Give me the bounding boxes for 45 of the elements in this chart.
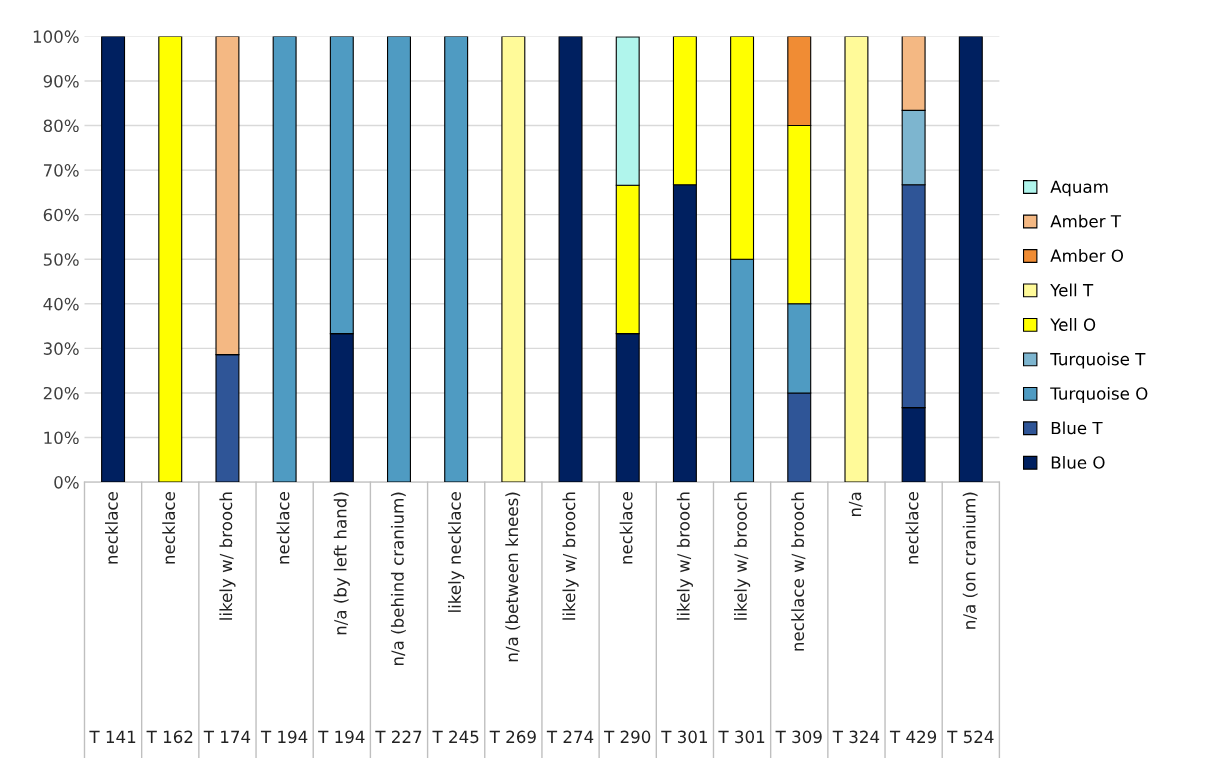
legend-label: Amber T: [1050, 214, 1122, 228]
bar: [558, 36, 583, 483]
category-label: n/a (on cranium) T 524: [947, 492, 994, 744]
y-tick-label: 40%: [43, 297, 79, 311]
y-tick-label: 100%: [33, 30, 79, 43]
legend-label: Yell O: [1050, 318, 1096, 331]
bar: [101, 36, 126, 483]
y-tick-label: 80%: [43, 119, 79, 133]
category-label: necklace T 194: [260, 492, 308, 744]
y-tick-label: 30%: [43, 342, 79, 355]
legend-label: Amber O: [1050, 249, 1124, 262]
legend-label: Turquoise T: [1050, 352, 1146, 369]
category-label: n/a (by left hand) T 194: [318, 492, 365, 744]
category-label: likely w/ brooch T 174: [203, 492, 251, 743]
category-label: likely necklace T 245: [432, 492, 479, 744]
y-tick-label: 90%: [43, 74, 79, 88]
legend-label: Aquam: [1050, 180, 1108, 197]
bar: [272, 36, 297, 483]
category-label: likely w/ brooch T 274: [546, 492, 594, 743]
category-label: likely w/ brooch T 301: [661, 492, 707, 744]
legend-label: Blue T: [1051, 421, 1103, 435]
y-tick-label: 0%: [54, 476, 79, 489]
category-label: n/a (between knees) T 269: [489, 492, 536, 744]
bar: [844, 36, 869, 483]
y-tick-label: 20%: [43, 386, 79, 400]
category-label: necklace T 141: [89, 492, 136, 743]
category-label: necklace T 290: [604, 492, 651, 744]
category-label: necklace w/ brooch T 309: [775, 492, 822, 744]
y-tick-label: 10%: [44, 431, 79, 445]
y-tick-label: 60%: [43, 208, 79, 222]
bar: [158, 36, 183, 483]
bar: [386, 36, 411, 483]
y-tick-label: 70%: [43, 164, 79, 177]
legend-label: Yell T: [1050, 283, 1094, 297]
bar: [958, 36, 983, 483]
category-label: necklace T 429: [889, 492, 937, 744]
bar: [444, 36, 469, 483]
legend-label: Blue O: [1051, 455, 1105, 469]
category-label: necklace T 162: [146, 492, 193, 744]
category-label: likely w/ brooch T 301: [718, 492, 765, 744]
bar: [501, 36, 526, 483]
y-tick-label: 50%: [43, 253, 79, 266]
category-label: n/a (behind cranium) T 227: [375, 492, 422, 743]
legend-label: Turquoise O: [1050, 386, 1148, 404]
category-label: n/a T 324: [832, 492, 880, 744]
